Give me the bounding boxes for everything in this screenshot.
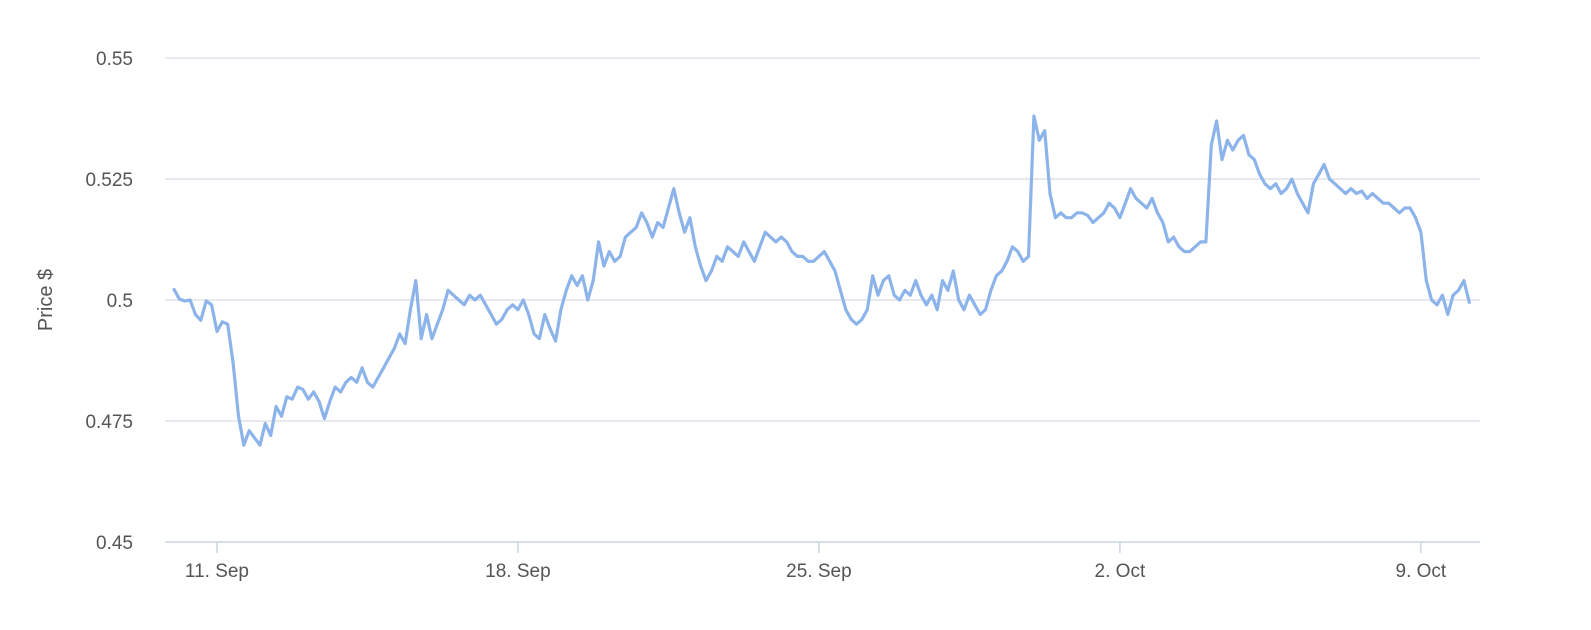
x-tick-label: 25. Sep bbox=[786, 561, 852, 582]
y-axis-tick-labels: 0.45 0.475 0.5 0.525 0.55 bbox=[85, 49, 133, 554]
y-tick-label: 0.525 bbox=[85, 170, 133, 191]
y-tick-label: 0.475 bbox=[85, 412, 133, 433]
y-tick-label: 0.45 bbox=[96, 533, 133, 554]
x-tick-label: 18. Sep bbox=[485, 561, 551, 582]
y-axis-title: Price $ bbox=[35, 269, 57, 331]
x-tick-label: 2. Oct bbox=[1095, 561, 1146, 582]
series-line bbox=[172, 114, 1471, 447]
x-tick-label: 9. Oct bbox=[1396, 561, 1447, 582]
y-tick-label: 0.55 bbox=[96, 49, 133, 70]
y-tick-label: 0.5 bbox=[107, 291, 133, 312]
grid-lines bbox=[165, 57, 1480, 422]
x-tick-label: 11. Sep bbox=[185, 561, 249, 582]
series-layer bbox=[172, 114, 1471, 447]
x-axis: 11. Sep 18. Sep 25. Sep 2. Oct 9. Oct bbox=[165, 541, 1480, 582]
